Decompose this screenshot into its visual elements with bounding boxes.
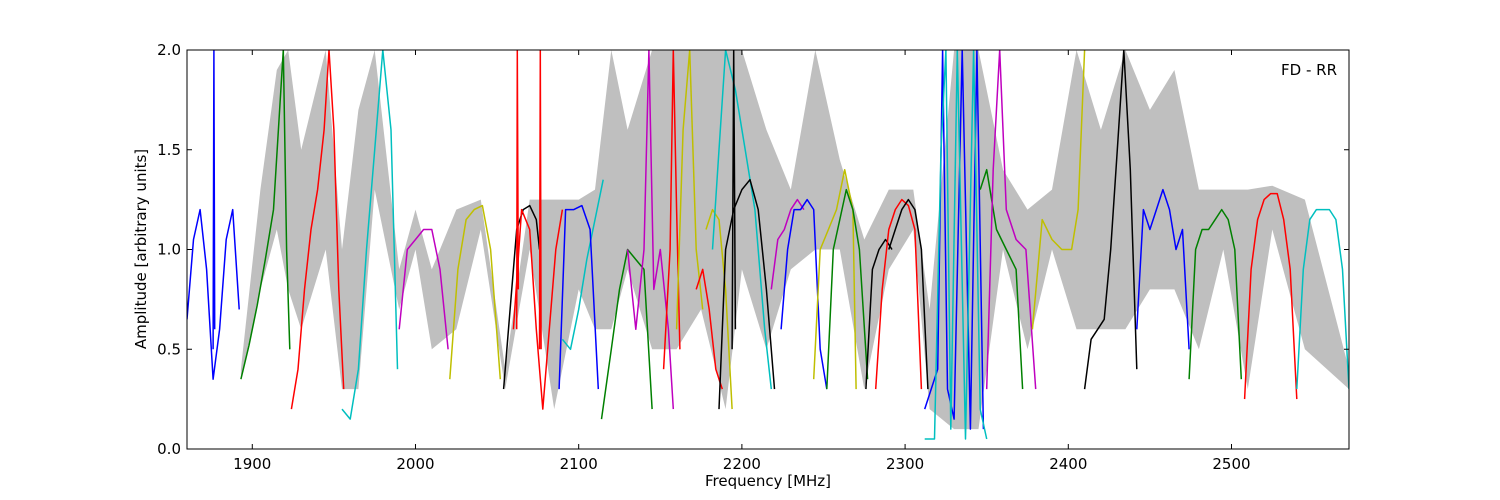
series-line-21 bbox=[731, 50, 737, 350]
series-line-18 bbox=[705, 208, 733, 410]
series-line-9 bbox=[515, 50, 520, 330]
x-tick-label-2: 2100 bbox=[560, 455, 598, 473]
y-tick-label-1: 0.5 bbox=[157, 340, 181, 358]
series-line-10 bbox=[538, 50, 542, 350]
series-line-28 bbox=[888, 198, 929, 390]
series-line-11 bbox=[561, 179, 604, 351]
series-line-30 bbox=[924, 50, 988, 440]
series-line-27 bbox=[874, 198, 923, 390]
series-line-4 bbox=[341, 50, 399, 420]
x-tick-label-6: 2500 bbox=[1212, 455, 1250, 473]
series-line-1 bbox=[212, 50, 216, 350]
y-axis-label: Amplitude [arbitrary units] bbox=[132, 149, 150, 349]
series-line-25 bbox=[826, 188, 869, 390]
y-tick-label-2: 1.0 bbox=[157, 241, 181, 259]
x-tick-layer: 1900 2000 2100 2200 2300 2400 2500 bbox=[233, 50, 1251, 473]
series-line-12 bbox=[558, 204, 600, 390]
series-line-22 bbox=[770, 198, 805, 290]
y-tick-label-0: 0.0 bbox=[157, 440, 181, 458]
x-axis-label: Frequency [MHz] bbox=[705, 472, 831, 490]
series-line-17 bbox=[695, 268, 724, 390]
series-line-34 bbox=[1083, 50, 1138, 390]
series-line-35 bbox=[1136, 188, 1190, 350]
background-band bbox=[240, 50, 1349, 430]
y-tick-label-3: 1.5 bbox=[157, 141, 181, 159]
y-tick-label-4: 2.0 bbox=[157, 41, 181, 59]
series-line-3 bbox=[290, 50, 345, 410]
series-line-19 bbox=[711, 50, 773, 390]
series-line-33 bbox=[1031, 50, 1086, 330]
series-line-6 bbox=[449, 204, 502, 380]
series-line-38 bbox=[1296, 208, 1349, 390]
series-line-15 bbox=[662, 50, 681, 370]
series-line-32 bbox=[985, 50, 1037, 390]
series-line-8 bbox=[512, 208, 564, 410]
series-line-20 bbox=[718, 178, 776, 410]
series-layer bbox=[187, 50, 1349, 440]
x-tick-label-5: 2400 bbox=[1049, 455, 1087, 473]
series-line-0 bbox=[187, 208, 240, 380]
y-tick-layer: 0.0 0.5 1.0 1.5 2.0 bbox=[157, 41, 1349, 458]
panel-annotation: FD - RR bbox=[1281, 61, 1337, 79]
series-line-16 bbox=[675, 50, 704, 330]
series-line-31 bbox=[979, 168, 1024, 390]
series-line-23 bbox=[780, 198, 828, 390]
x-tick-label-4: 2300 bbox=[886, 455, 924, 473]
series-line-37 bbox=[1243, 192, 1298, 400]
series-line-2 bbox=[240, 50, 291, 380]
x-tick-label-0: 1900 bbox=[233, 455, 271, 473]
background-band-layer bbox=[240, 50, 1349, 430]
x-tick-label-3: 2200 bbox=[723, 455, 761, 473]
x-tick-label-1: 2000 bbox=[396, 455, 434, 473]
series-line-36 bbox=[1188, 208, 1243, 380]
series-line-7 bbox=[502, 204, 541, 390]
series-line-5 bbox=[398, 228, 449, 350]
